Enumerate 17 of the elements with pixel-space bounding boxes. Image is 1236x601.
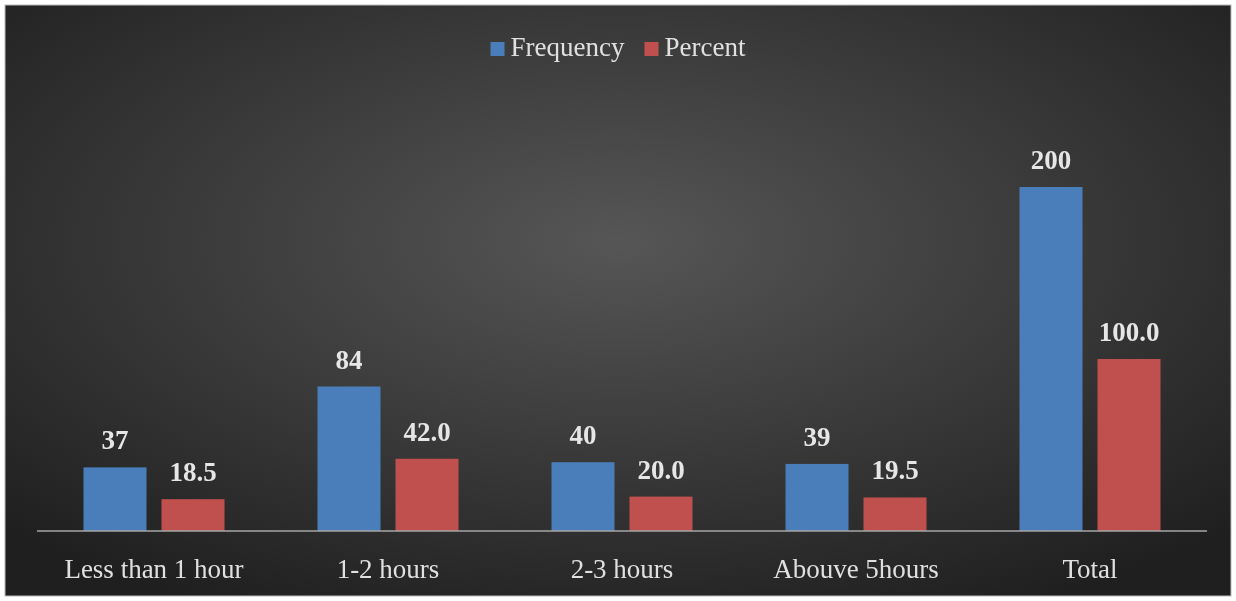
data-label: 19.5 xyxy=(871,455,919,486)
data-label: 84 xyxy=(335,344,363,375)
x-tick-label: Less than 1 hour xyxy=(64,554,244,584)
data-label: 37 xyxy=(101,425,129,456)
data-label: 100.0 xyxy=(1098,317,1160,347)
legend-label: Frequency xyxy=(510,32,625,62)
data-label: 42.0 xyxy=(403,416,451,447)
x-tick-label: Total xyxy=(1062,554,1118,584)
x-tick-label: 2-3 hours xyxy=(570,554,674,584)
data-label: 200 xyxy=(1030,145,1072,175)
x-tick-label: Abouve 5hours xyxy=(773,554,939,584)
data-label: 39 xyxy=(803,421,831,452)
legend-label: Percent xyxy=(664,32,746,62)
data-label: 40 xyxy=(569,420,597,451)
data-label: 18.5 xyxy=(169,457,217,488)
x-tick-label: 1-2 hours xyxy=(336,554,440,584)
data-label: 20.0 xyxy=(637,454,685,485)
